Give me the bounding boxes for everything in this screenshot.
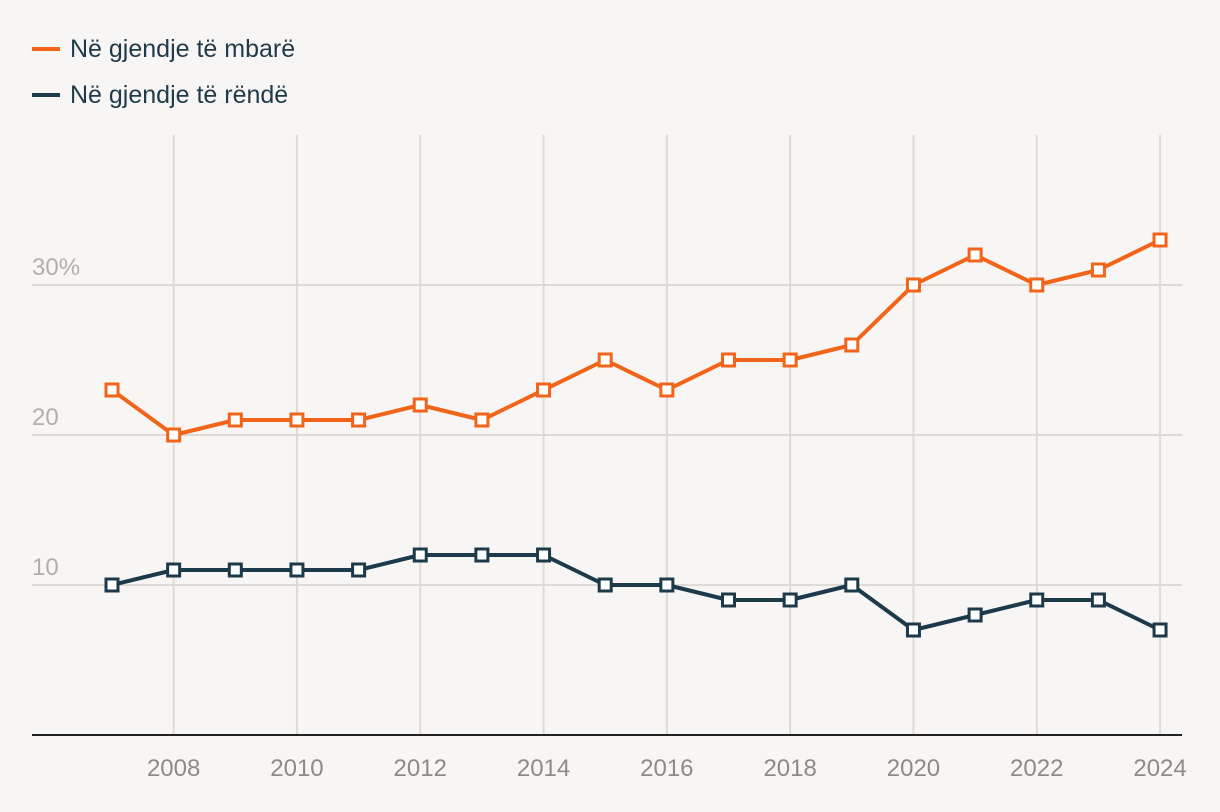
- data-point-1: [659, 577, 675, 593]
- x-tick-label: 2008: [147, 755, 200, 782]
- data-point-1: [104, 577, 120, 593]
- y-tick-label: 20: [32, 404, 59, 431]
- data-point-0: [597, 352, 613, 368]
- x-tick-label: 2024: [1133, 755, 1186, 782]
- data-point-1: [967, 607, 983, 623]
- data-point-0: [659, 382, 675, 398]
- data-point-0: [474, 412, 490, 428]
- data-point-0: [905, 277, 921, 293]
- data-point-1: [1029, 592, 1045, 608]
- data-point-1: [289, 562, 305, 578]
- y-tick-label: 30%: [32, 254, 80, 281]
- x-tick-label: 2018: [763, 755, 816, 782]
- data-point-0: [967, 247, 983, 263]
- data-point-1: [1090, 592, 1106, 608]
- data-point-0: [782, 352, 798, 368]
- legend-item-bad: Në gjendje të rëndë: [32, 81, 288, 109]
- data-point-1: [844, 577, 860, 593]
- data-point-1: [721, 592, 736, 608]
- x-tick-label: 2010: [270, 755, 323, 782]
- x-tick-label: 2012: [394, 755, 447, 782]
- data-point-1: [536, 547, 552, 563]
- data-point-0: [412, 397, 428, 413]
- legend-item-good: Në gjendje të mbarë: [32, 35, 295, 63]
- x-tick-label: 2016: [640, 755, 693, 782]
- data-point-1: [597, 577, 613, 593]
- data-point-0: [104, 382, 120, 398]
- data-point-1: [351, 562, 367, 578]
- data-point-1: [1152, 622, 1168, 638]
- data-point-0: [227, 412, 243, 428]
- series-line-0: [110, 238, 1163, 437]
- legend-label-good: Në gjendje të mbarë: [70, 35, 295, 63]
- x-tick-label: 2014: [517, 755, 570, 782]
- data-point-1: [474, 547, 490, 563]
- data-point-0: [166, 427, 182, 443]
- x-tick-label: 2022: [1010, 755, 1063, 782]
- data-point-0: [351, 412, 367, 428]
- data-point-0: [721, 352, 736, 368]
- data-point-0: [1029, 277, 1045, 293]
- series-line-1: [110, 553, 1163, 632]
- data-point-0: [1152, 232, 1168, 248]
- data-point-0: [289, 412, 305, 428]
- plot-area: 2008 2010 2012 2014 2016 2018 2020 2022 2024 10 20…: [32, 135, 1187, 782]
- legend-label-bad: Në gjendje të rëndë: [70, 81, 288, 109]
- data-point-1: [412, 547, 428, 563]
- data-point-1: [227, 562, 243, 578]
- data-point-0: [1090, 262, 1106, 278]
- data-point-0: [844, 337, 860, 353]
- data-point-1: [166, 562, 182, 578]
- data-point-0: [536, 382, 552, 398]
- data-point-1: [782, 592, 798, 608]
- y-tick-label: 10: [32, 554, 59, 581]
- data-point-1: [905, 622, 921, 638]
- x-tick-label: 2020: [887, 755, 940, 782]
- legend: Në gjendje të mbarë Në gjendje të rëndë: [32, 35, 295, 109]
